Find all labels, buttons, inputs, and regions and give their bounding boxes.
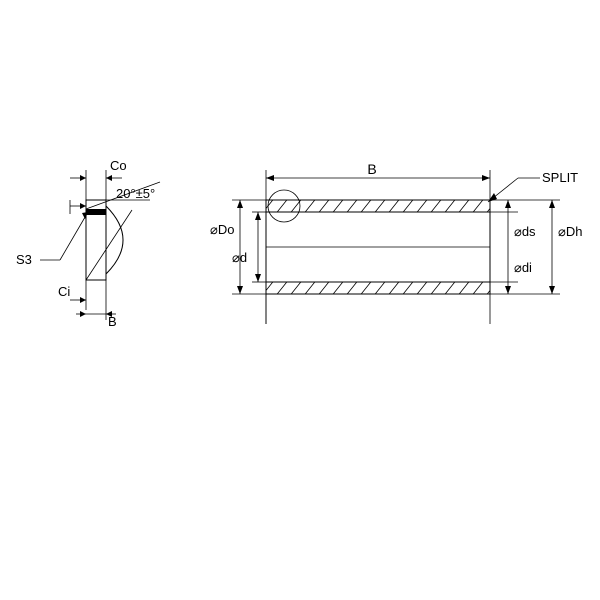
label-di: ⌀di (514, 260, 532, 275)
hatch-bottom (260, 278, 500, 298)
label-angle: 20°±5° (116, 186, 155, 201)
label-ds: ⌀ds (514, 224, 536, 239)
hatch-top (260, 196, 500, 216)
right-side-view: B SPLIT ⌀Do ⌀d ⌀ds ⌀di (210, 161, 582, 324)
label-do: ⌀Do (210, 222, 234, 237)
label-dh: ⌀Dh (558, 224, 582, 239)
label-s3: S3 (16, 252, 32, 267)
label-ci: Ci (58, 284, 70, 299)
left-end-view: Co 20°±5° S3 Ci B (16, 158, 160, 329)
label-split: SPLIT (542, 170, 578, 185)
label-d: ⌀d (232, 250, 247, 265)
label-b-left: B (108, 314, 117, 329)
bushing-technical-drawing: Co 20°±5° S3 Ci B (0, 0, 600, 600)
label-co: Co (110, 158, 127, 173)
label-b-right: B (367, 161, 376, 177)
